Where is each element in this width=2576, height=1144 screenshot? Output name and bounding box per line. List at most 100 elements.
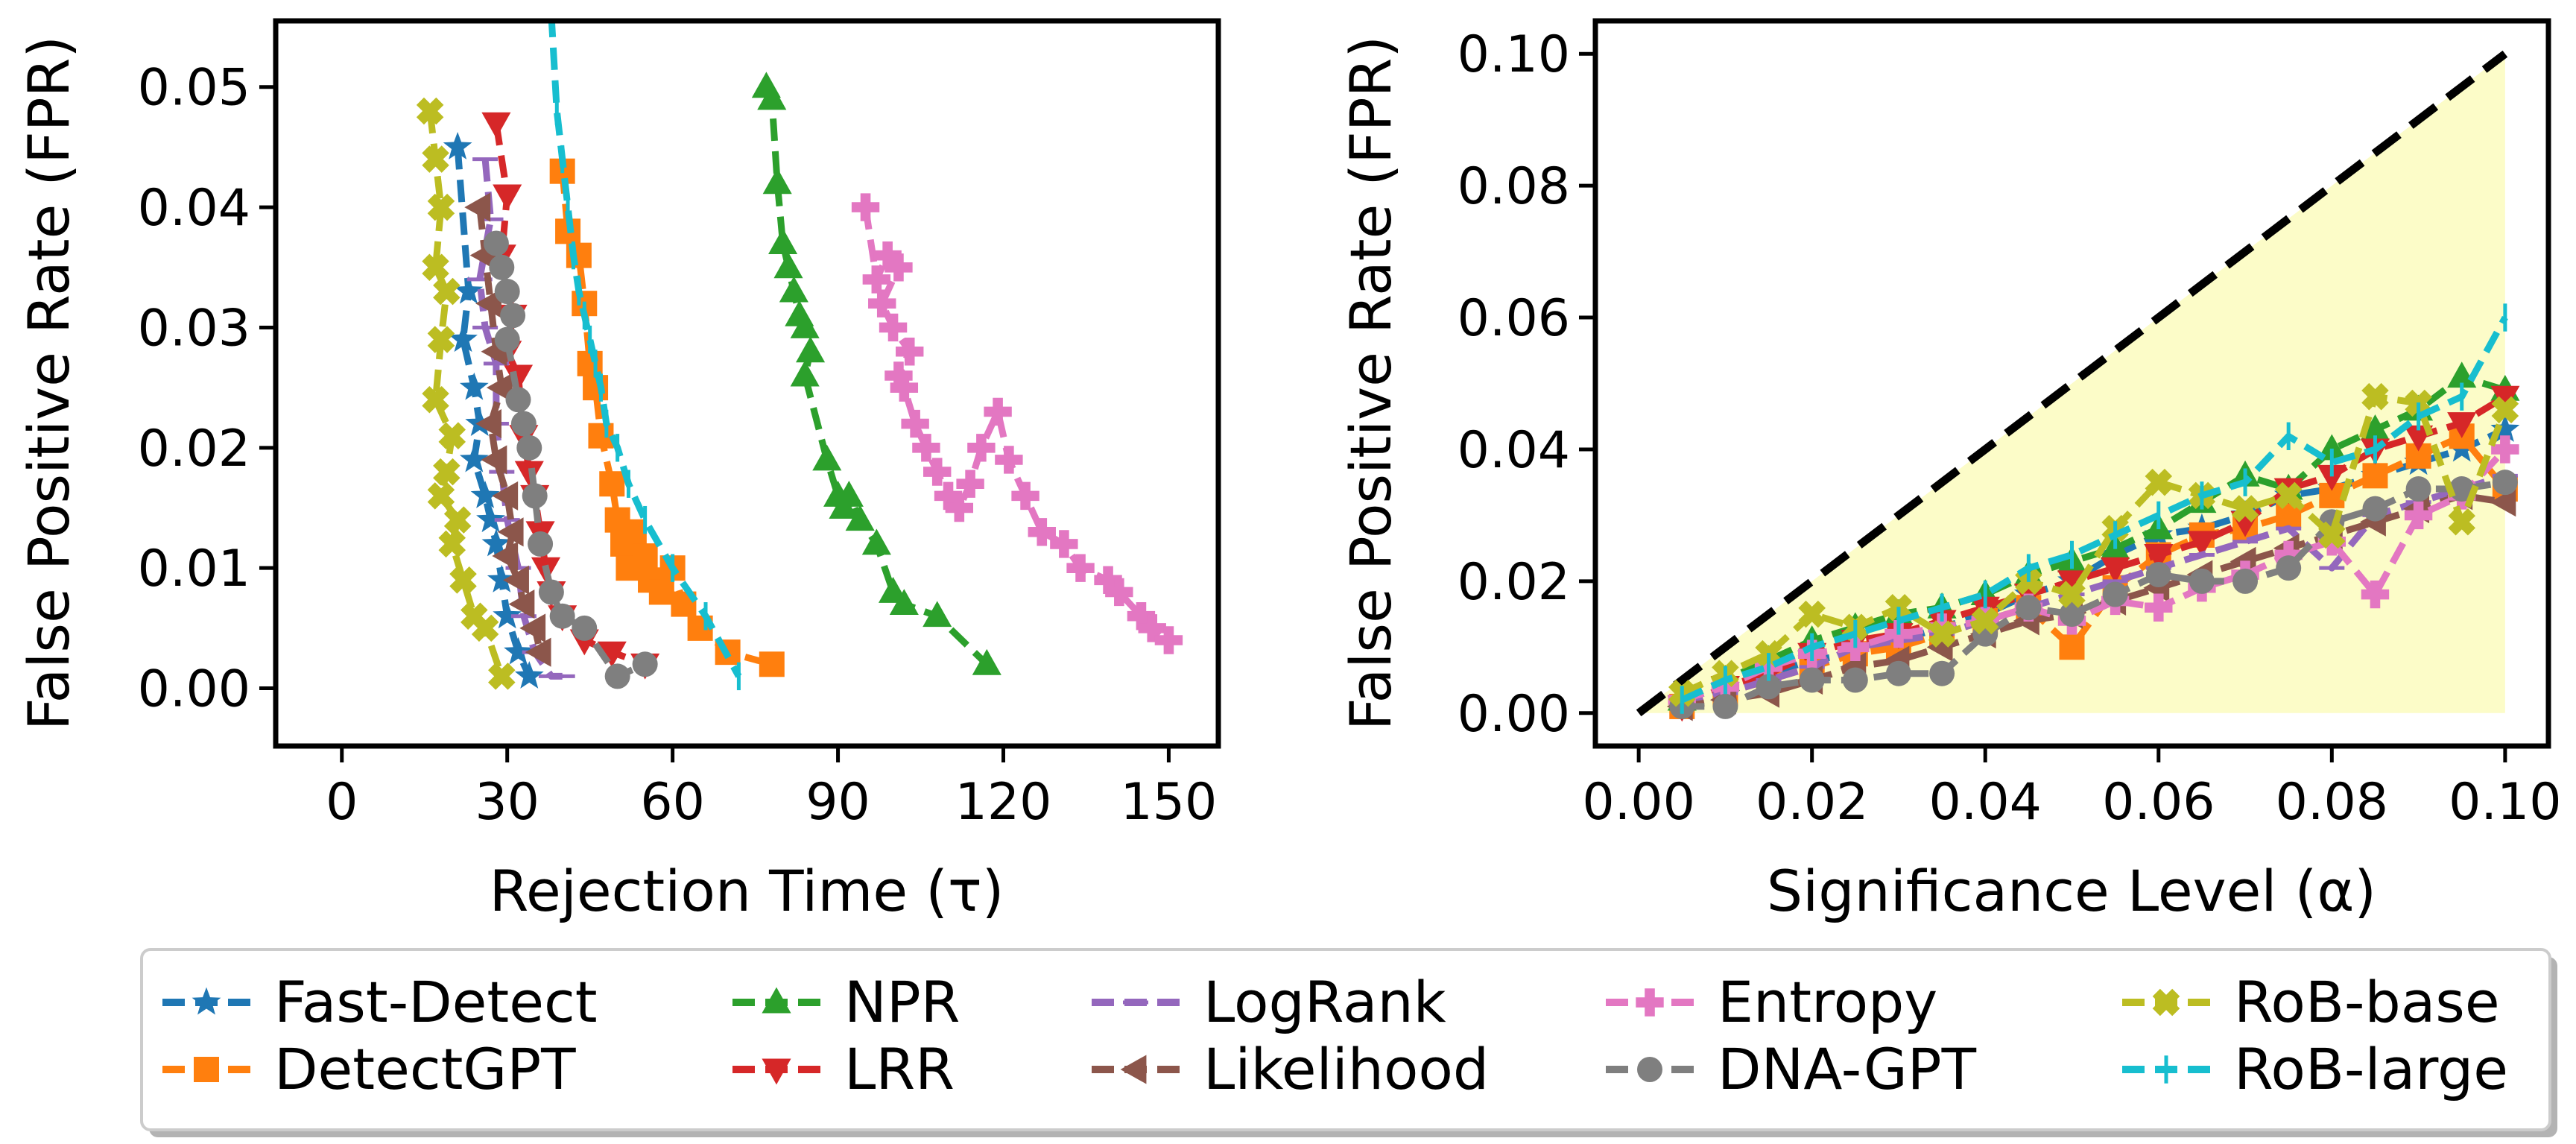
right-series-dna-gpt [1669, 470, 2518, 719]
left-point-likelihood [503, 565, 529, 595]
right-point-rob-base [2058, 581, 2086, 608]
legend-label-entropy: Entropy [1718, 969, 1937, 1035]
left-point-rob-base [433, 458, 461, 486]
legend-item-entropy: Entropy [1606, 969, 1937, 1035]
left-point-fast-detect [459, 372, 489, 400]
left-point-fast-detect [476, 505, 505, 533]
legend-label-rob-large: RoB-large [2234, 1036, 2508, 1102]
left-point-rob-base [438, 422, 466, 449]
legend-item-npr: NPR [732, 969, 961, 1035]
right-point-npr [2317, 434, 2346, 461]
right-point-detectgpt [2362, 463, 2388, 489]
left-point-dna-gpt [572, 615, 598, 641]
legend-item-dna-gpt: DNA-GPT [1606, 1036, 1977, 1102]
left-point-likelihood [525, 637, 551, 667]
right-point-dna-gpt [2189, 568, 2215, 594]
left-plot-frame [273, 18, 1221, 749]
right-point-fast-detect [2490, 414, 2520, 442]
left-x-tick-label: 60 [640, 773, 705, 832]
legend-label-dna-gpt: DNA-GPT [1718, 1036, 1977, 1102]
left-point-detectgpt [599, 471, 625, 497]
left-point-likelihood [481, 445, 507, 475]
right-point-rob-base [1928, 620, 1956, 648]
left-point-npr [779, 276, 808, 303]
left-point-entropy [896, 338, 924, 366]
left-x-axis-label: Rejection Time (τ) [490, 858, 1004, 924]
left-point-entropy [912, 434, 940, 462]
left-point-entropy [873, 241, 902, 270]
left-y-tick-label: 0.01 [138, 540, 250, 598]
right-point-rob-base [2448, 508, 2475, 536]
left-point-npr [790, 360, 820, 387]
left-point-entropy [956, 470, 984, 498]
legend-box [140, 948, 2551, 1131]
right-plot-frame [1592, 18, 2551, 749]
right-line-rob-large [1680, 315, 2508, 704]
left-point-npr [773, 252, 803, 279]
left-point-dna-gpt [528, 531, 554, 557]
legend-marker-fast-detect [192, 987, 221, 1015]
left-point-npr [757, 83, 787, 110]
right-point-likelihood [2490, 487, 2516, 517]
left-point-npr [845, 505, 875, 531]
left-point-dna-gpt [489, 254, 515, 280]
left-line-rob-base [426, 110, 505, 677]
left-point-likelihood [508, 590, 535, 619]
right-point-rob-base [2318, 521, 2346, 549]
left-point-entropy [1105, 578, 1133, 607]
right-reference-line [1636, 50, 2508, 717]
left-point-npr [861, 528, 891, 555]
left-point-entropy [1138, 614, 1166, 642]
left-point-dna-gpt [510, 411, 537, 437]
right-x-tick-label: 0.02 [1756, 773, 1868, 832]
right-point-dna-gpt [2102, 581, 2128, 607]
left-point-likelihood [492, 481, 519, 511]
left-y-axis-label: False Positive Rate (FPR) [16, 36, 82, 730]
left-point-dna-gpt [516, 434, 542, 461]
left-plot-data [416, 21, 1183, 691]
right-point-entropy [2274, 540, 2303, 569]
left-series-likelihood [464, 192, 551, 667]
left-point-detectgpt [588, 423, 614, 449]
left-point-lrr [597, 641, 627, 668]
left-point-fast-detect [470, 480, 500, 508]
left-point-entropy [923, 458, 952, 486]
legend-item-rob-large: RoB-large [2122, 1036, 2508, 1102]
legend-item-likelihood: Likelihood [1092, 1036, 1489, 1102]
right-point-dna-gpt [2232, 568, 2259, 594]
legend-item-logrank: LogRank [1092, 969, 1446, 1035]
left-series-fast-detect [443, 132, 544, 689]
right-point-rob-base [2145, 468, 2173, 496]
left-point-entropy [984, 397, 1012, 426]
right-point-entropy [2145, 593, 2173, 622]
left-point-entropy [1050, 530, 1078, 558]
legend-label-logrank: LogRank [1203, 969, 1446, 1035]
right-point-lrr [2447, 412, 2477, 438]
left-point-npr [972, 648, 1001, 675]
right-point-dna-gpt [1929, 660, 1955, 686]
right-y-tick-label: 0.06 [1458, 289, 1570, 348]
legend-label-fast-detect: Fast-Detect [274, 969, 598, 1035]
right-series-rob-large [1680, 303, 2508, 714]
right-point-rob-base [2361, 382, 2389, 411]
right-point-lrr [2187, 531, 2217, 557]
left-series-rob-large [548, 21, 742, 691]
right-y-tick-label: 0.02 [1458, 553, 1570, 612]
right-point-dna-gpt [2016, 595, 2042, 621]
left-point-entropy [1154, 626, 1183, 654]
left-point-rob-base [438, 530, 466, 558]
right-point-detectgpt [2059, 634, 2085, 660]
left-series-detectgpt [549, 158, 785, 677]
left-series-rob-base [416, 97, 516, 690]
left-point-dna-gpt [538, 579, 564, 605]
legend-marker-lrr [762, 1058, 791, 1085]
left-point-fast-detect [443, 132, 472, 159]
left-x-tick-label: 0 [326, 773, 358, 832]
right-x-tick-label: 0.06 [2102, 773, 2215, 832]
left-point-npr [834, 480, 864, 507]
legend-label-npr: NPR [844, 969, 961, 1035]
left-x-tick-label: 30 [475, 773, 539, 832]
left-point-npr [790, 312, 820, 338]
right-point-dna-gpt [2405, 476, 2431, 502]
